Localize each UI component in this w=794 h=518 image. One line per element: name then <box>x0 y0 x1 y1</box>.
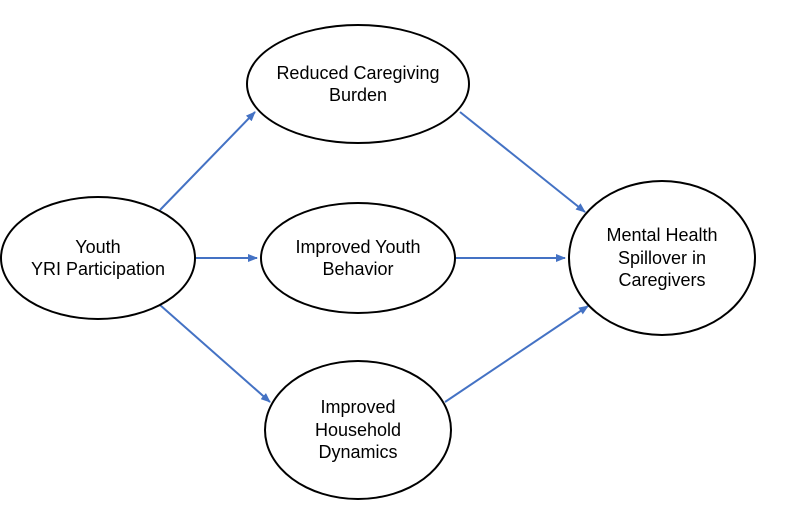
node-youth-label: YouthYRI Participation <box>23 236 173 281</box>
node-behavior-label: Improved YouthBehavior <box>287 236 428 281</box>
node-burden: Reduced CaregivingBurden <box>246 24 470 144</box>
node-spillover-label: Mental HealthSpillover inCaregivers <box>598 224 725 292</box>
diagram-canvas: YouthYRI Participation Reduced Caregivin… <box>0 0 794 518</box>
edge-burden-to-spillover <box>460 112 585 212</box>
node-household-label: ImprovedHouseholdDynamics <box>307 396 409 464</box>
node-spillover: Mental HealthSpillover inCaregivers <box>568 180 756 336</box>
edge-household-to-spillover <box>445 306 588 402</box>
node-burden-label: Reduced CaregivingBurden <box>268 62 447 107</box>
edge-youth-to-burden <box>160 112 255 210</box>
node-behavior: Improved YouthBehavior <box>260 202 456 314</box>
node-household: ImprovedHouseholdDynamics <box>264 360 452 500</box>
edge-youth-to-household <box>160 305 270 402</box>
node-youth: YouthYRI Participation <box>0 196 196 320</box>
